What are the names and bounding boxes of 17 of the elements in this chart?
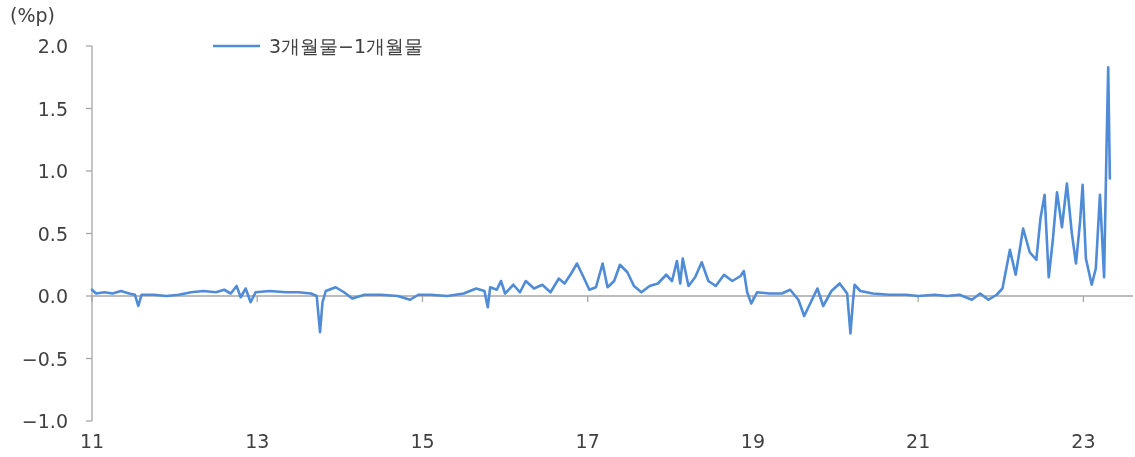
- x-tick-label: 11: [79, 430, 105, 452]
- x-tick-label: 15: [410, 430, 435, 452]
- legend-label: 3개월물−1개월물: [269, 35, 424, 57]
- y-tick-label: −1.0: [21, 410, 68, 432]
- x-tick-label: 21: [906, 430, 931, 452]
- x-tick-label: 19: [740, 430, 766, 452]
- y-tick-label: 1.0: [37, 160, 68, 182]
- x-tick-label: 17: [575, 430, 600, 452]
- y-tick-label: 0.5: [37, 222, 68, 245]
- x-tick-label: 23: [1071, 430, 1096, 452]
- x-tick-label: 13: [245, 430, 270, 452]
- y-axis-title: (%p): [10, 4, 55, 26]
- line-series: [90, 65, 1112, 335]
- y-tick-label: 1.5: [37, 97, 68, 120]
- y-tick-label: 2.0: [37, 35, 68, 57]
- y-tick-label: 0.0: [37, 285, 68, 307]
- y-tick-label: −0.5: [21, 347, 68, 370]
